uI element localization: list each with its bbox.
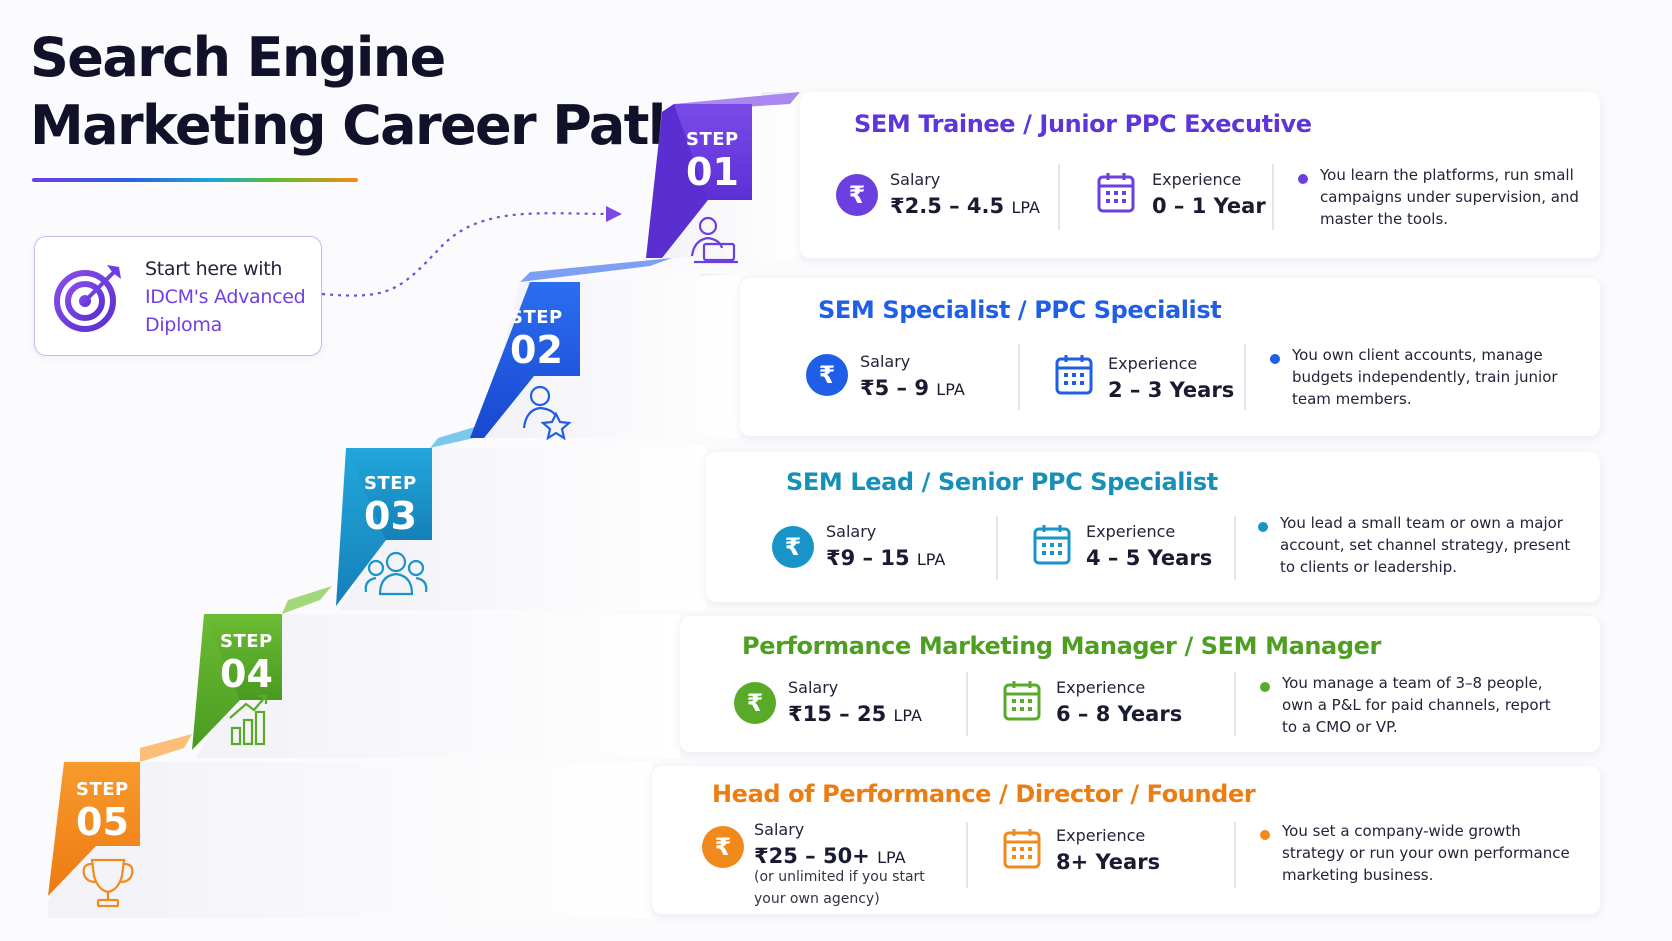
title-underline (32, 178, 358, 182)
experience-value: 6 – 8 Years (1056, 702, 1183, 726)
salary-value: ₹15 – 25 LPA (788, 702, 922, 726)
step-word: STEP (220, 631, 273, 652)
divider (1234, 672, 1236, 736)
experience-value: 2 – 3 Years (1108, 378, 1235, 402)
bullet-dot (1270, 354, 1280, 364)
divider (1234, 516, 1236, 580)
card-description: You learn the platforms, run small campai… (1320, 166, 1579, 228)
calendar-icon (1003, 829, 1041, 869)
step-number: 02 (510, 328, 563, 372)
experience-label: Experience (1086, 522, 1176, 541)
salary-note: (or unlimited if you start your own agenc… (754, 869, 925, 907)
experience-value: 4 – 5 Years (1086, 546, 1213, 570)
step-word: STEP (76, 779, 129, 800)
step-number: 03 (364, 494, 417, 538)
person-star-icon (522, 385, 572, 441)
salary-value: ₹2.5 – 4.5 LPA (890, 194, 1040, 218)
step-word: STEP (364, 473, 417, 494)
career-card-4: Performance Marketing Manager / SEM Mana… (680, 616, 1600, 752)
experience-label: Experience (1056, 678, 1146, 697)
divider (1058, 164, 1060, 230)
card-title: SEM Trainee / Junior PPC Executive (854, 110, 1312, 138)
step-number: 05 (76, 800, 129, 844)
rupee-icon: ₹ (702, 826, 744, 868)
bullet-dot (1260, 830, 1270, 840)
step-tab-3: STEP 03 (364, 473, 417, 539)
divider (1244, 344, 1246, 410)
start-connector-arrow (321, 212, 613, 297)
step-number: 04 (220, 652, 273, 696)
step-tab-5: STEP 05 (76, 779, 129, 845)
salary-label: Salary (754, 820, 805, 839)
salary-value: ₹5 – 9 LPA (860, 376, 965, 400)
career-card-2: SEM Specialist / PPC Specialist ₹ Salary… (740, 278, 1600, 436)
salary-value: ₹9 – 15 LPA (826, 546, 946, 570)
start-card: Start here with IDCM's Advanced Diploma (34, 236, 322, 356)
career-card-1: SEM Trainee / Junior PPC Executive ₹ Sal… (800, 92, 1600, 258)
card-title: SEM Specialist / PPC Specialist (818, 296, 1222, 324)
step-tab-1: STEP 01 (686, 129, 739, 195)
calendar-icon (1055, 355, 1093, 395)
step-tab-4: STEP 04 (220, 631, 273, 697)
step-number: 01 (686, 150, 739, 194)
salary-label: Salary (826, 522, 877, 541)
person-laptop-icon (690, 216, 738, 264)
page-title: Search Engine Marketing Career Path (30, 24, 686, 160)
bullet-dot (1260, 682, 1270, 692)
salary-label: Salary (890, 170, 941, 189)
calendar-icon (1033, 525, 1071, 565)
target-icon (54, 265, 121, 332)
title-line-1: Search Engine (30, 26, 446, 89)
trophy-icon (82, 858, 134, 908)
bullet-dot (1298, 174, 1308, 184)
divider (996, 516, 998, 580)
experience-label: Experience (1056, 826, 1146, 845)
step-tab-2: STEP 02 (510, 307, 563, 373)
card-title: Performance Marketing Manager / SEM Mana… (742, 632, 1381, 660)
start-text-line-2: IDCM's Advanced (145, 286, 306, 308)
calendar-icon (1003, 681, 1041, 721)
start-text-line-3: Diploma (145, 314, 222, 336)
team-icon (364, 551, 428, 596)
step-word: STEP (686, 129, 739, 150)
card-description: You own client accounts, manage budgets i… (1292, 346, 1558, 408)
divider (966, 672, 968, 736)
title-line-2: Marketing Career Path (30, 94, 686, 157)
salary-label: Salary (788, 678, 839, 697)
experience-label: Experience (1152, 170, 1242, 189)
rupee-icon: ₹ (772, 526, 814, 568)
divider (1234, 822, 1236, 888)
salary-value: ₹25 – 50+ LPA (754, 844, 906, 868)
career-card-3: SEM Lead / Senior PPC Specialist ₹ Salar… (706, 452, 1600, 602)
divider (1018, 344, 1020, 410)
card-description: You lead a small team or own a major acco… (1280, 514, 1571, 576)
experience-value: 8+ Years (1056, 850, 1161, 874)
career-card-5: Head of Performance / Director / Founder… (652, 766, 1600, 914)
calendar-icon (1097, 173, 1135, 213)
card-title: Head of Performance / Director / Founder (712, 780, 1256, 808)
experience-value: 0 – 1 Year (1152, 194, 1266, 218)
divider (1272, 164, 1274, 230)
card-description: You set a company-wide growth strategy or… (1282, 822, 1570, 884)
step-word: STEP (510, 307, 563, 328)
rupee-icon: ₹ (836, 174, 878, 216)
bullet-dot (1258, 522, 1268, 532)
growth-chart-icon (229, 694, 268, 746)
experience-label: Experience (1108, 354, 1198, 373)
rupee-icon: ₹ (734, 682, 776, 724)
card-title: SEM Lead / Senior PPC Specialist (786, 468, 1218, 496)
salary-label: Salary (860, 352, 911, 371)
rupee-icon: ₹ (806, 354, 848, 396)
start-text-line-1: Start here with (145, 258, 283, 280)
card-description: You manage a team of 3–8 people, own a P&… (1282, 674, 1551, 736)
divider (966, 822, 968, 888)
